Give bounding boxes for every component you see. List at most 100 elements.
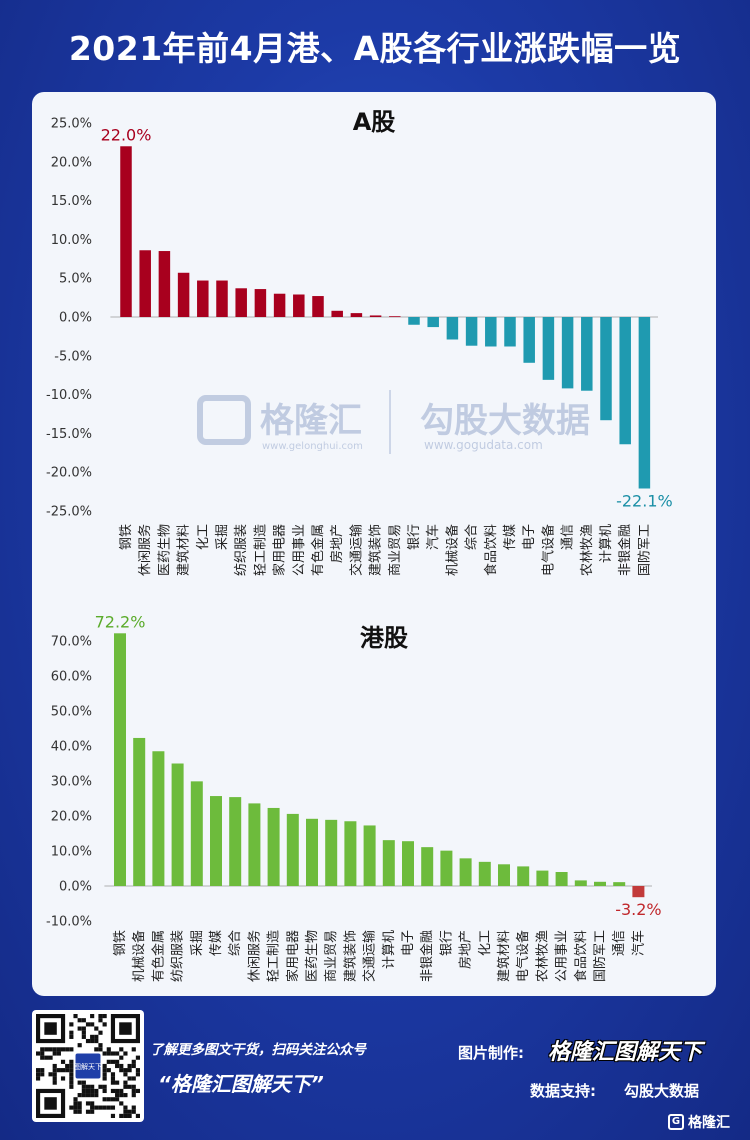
watermark-brand-url: www.gelonghui.com [262, 441, 363, 452]
promo-line-1: 了解更多图文干货，扫码关注公众号 [150, 1042, 366, 1058]
x-tick-label: 商业贸易 [388, 524, 403, 576]
qr-module [131, 1076, 136, 1081]
bar [632, 886, 645, 898]
qr-module [123, 1093, 128, 1098]
qr-module [123, 1105, 128, 1110]
bar [446, 317, 459, 340]
qr-module [52, 1076, 57, 1081]
qr-module [56, 1047, 61, 1052]
qr-module [110, 1088, 116, 1094]
qr-module [131, 1105, 136, 1110]
qr-module [94, 1047, 99, 1052]
qr-module [135, 1055, 140, 1060]
qr-module [77, 1109, 82, 1114]
x-tick-label: 计算机 [599, 524, 614, 563]
bar [216, 280, 228, 317]
bar [190, 781, 203, 886]
qr-module [115, 1063, 120, 1069]
bar [574, 880, 587, 886]
qr-module [48, 1072, 53, 1077]
bar [427, 317, 439, 328]
qr-module [123, 1109, 128, 1114]
qr-module [127, 1084, 132, 1089]
qr-module [90, 1109, 95, 1114]
x-tick-label: 纺织服装 [234, 524, 249, 576]
qr-module [115, 1097, 120, 1102]
qr-module [94, 1093, 99, 1098]
x-tick-label: 传媒 [209, 930, 224, 956]
bar [325, 819, 338, 886]
qr-module [52, 1072, 57, 1077]
y-tick-label: 10.0% [51, 233, 92, 248]
qr-module [119, 1101, 124, 1106]
bar [312, 296, 324, 317]
bar [286, 813, 299, 886]
bar [254, 289, 267, 317]
x-tick-label: 通信 [612, 930, 627, 956]
bar [158, 251, 171, 317]
y-tick-label: 50.0% [51, 705, 92, 720]
bar [120, 146, 132, 317]
data-label: 72.2% [95, 612, 146, 631]
x-tick-label: 采掘 [190, 930, 205, 956]
y-tick-label: -10.0% [46, 915, 92, 930]
y-tick-label: -20.0% [46, 466, 92, 481]
qr-module [69, 1084, 74, 1089]
bar [402, 841, 414, 886]
bar [581, 317, 593, 391]
qr-module [40, 1047, 45, 1052]
x-tick-label: 公用事业 [292, 524, 307, 576]
x-tick-label: 化工 [196, 524, 211, 550]
qr-module [85, 1022, 91, 1027]
qr-module [90, 1022, 95, 1027]
made-by-value: 格隆汇图解天下 [548, 1040, 703, 1065]
bar [152, 751, 165, 886]
x-tick-label: 综合 [228, 930, 243, 956]
qr-module [81, 1088, 86, 1094]
bar [210, 796, 222, 886]
bar [344, 821, 357, 886]
qr-finder-core [119, 1022, 132, 1035]
qr-finder-core [44, 1097, 57, 1110]
x-tick-label: 交通运输 [362, 930, 378, 982]
x-tick-label: 医药生物 [157, 524, 172, 576]
qr-module [90, 1088, 95, 1094]
bar [331, 310, 343, 317]
qr-module [73, 1105, 78, 1110]
qr-module [90, 1038, 95, 1044]
bar [440, 850, 453, 886]
qr-code[interactable]: 图解天下 [32, 1010, 144, 1122]
qr-module [102, 1068, 107, 1073]
qr-module [123, 1051, 128, 1056]
bar [478, 861, 491, 886]
qr-module [102, 1088, 107, 1094]
x-tick-label: 公用事业 [555, 930, 570, 982]
qr-module [115, 1051, 120, 1056]
qr-module [48, 1047, 53, 1052]
chart-title: A股 [353, 108, 396, 136]
x-tick-label: 房地产 [458, 930, 474, 969]
bar [523, 317, 535, 363]
qr-module [131, 1093, 136, 1098]
x-tick-label: 电气设备 [540, 524, 556, 576]
bar [139, 250, 151, 317]
x-tick-label: 轻工制造 [253, 524, 268, 576]
x-tick-label: 钢铁 [119, 524, 134, 550]
qr-module [81, 1080, 86, 1085]
qr-finder-core [44, 1022, 57, 1035]
y-tick-label: 0.0% [59, 880, 92, 895]
qr-module [36, 1051, 41, 1056]
bar [114, 633, 126, 886]
qr-module [65, 1068, 70, 1073]
qr-module [131, 1063, 136, 1069]
qr-module [40, 1068, 45, 1073]
qr-module [90, 1101, 95, 1106]
qr-code-icon: 图解天下 [36, 1014, 140, 1118]
bar [133, 737, 146, 886]
qr-module [119, 1055, 124, 1060]
x-tick-label: 汽车 [630, 930, 646, 956]
qr-module [85, 1038, 91, 1044]
x-tick-label: 农林牧渔 [535, 930, 550, 982]
qr-module [73, 1014, 78, 1019]
x-tick-label: 银行 [439, 930, 454, 956]
